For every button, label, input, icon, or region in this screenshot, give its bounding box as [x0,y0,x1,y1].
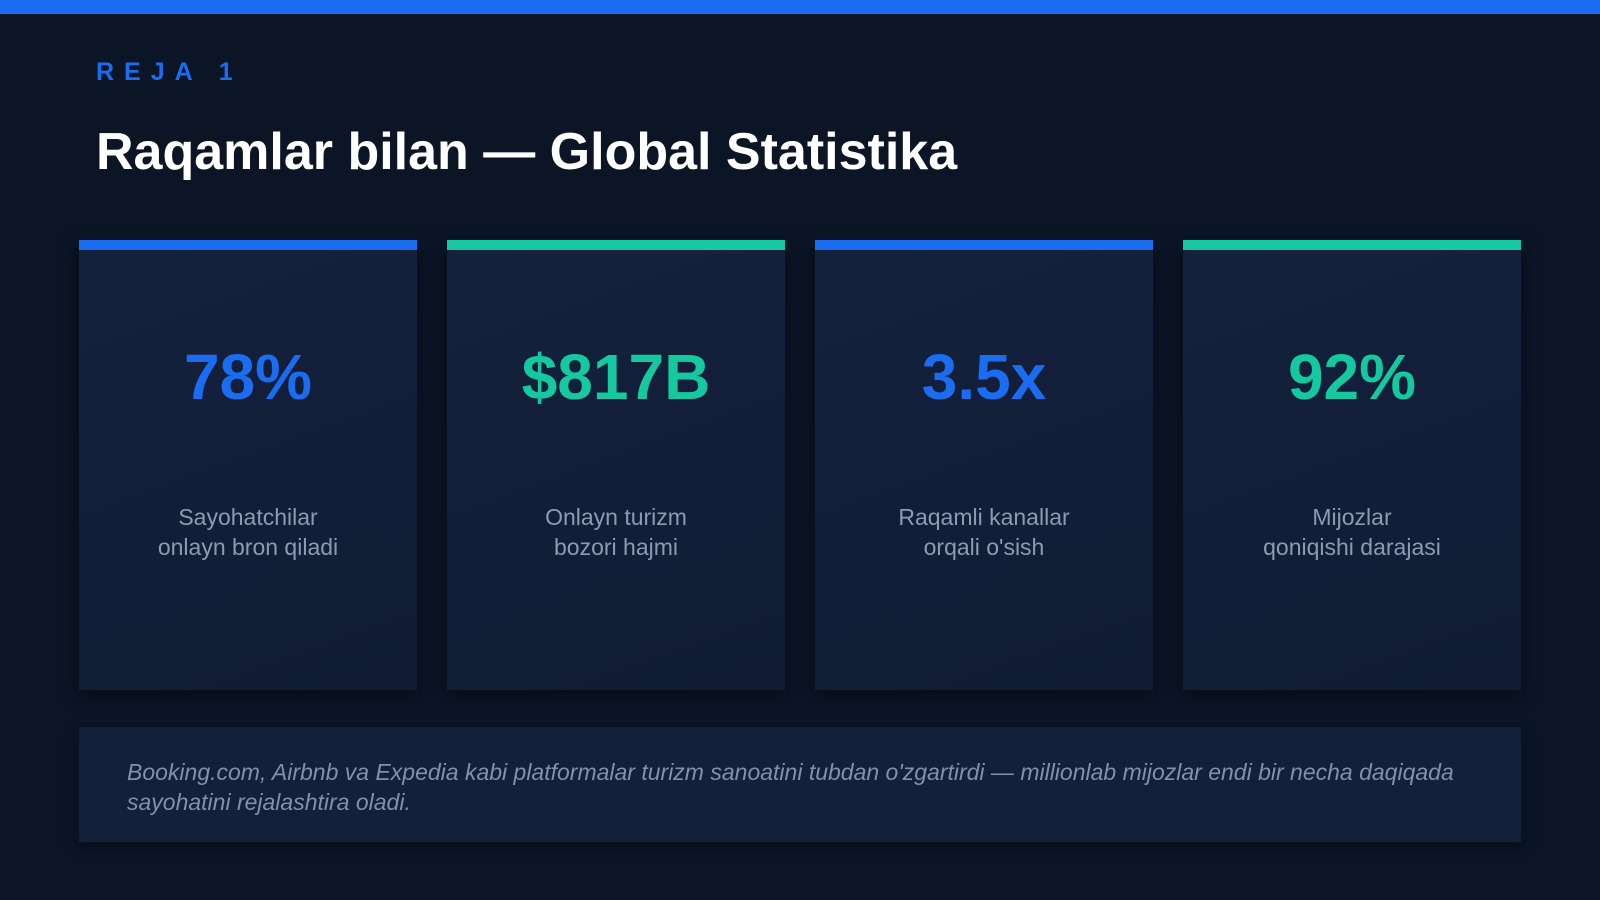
description-line: Onlayn turizm [545,504,687,530]
description-line: bozori hajmi [554,534,678,560]
stat-value: $817B [521,341,711,413]
stat-cards: 78% Sayohatchilar onlayn bron qiladi $817B O… [79,240,1521,690]
description-line: qoniqishi darajasi [1263,534,1441,560]
description-line: Mijozlar [1312,504,1392,530]
description-line: Sayohatchilar [178,504,318,530]
section-label: REJA 1 [96,58,243,86]
slide-title: Raqamlar bilan — Global Statistika [96,123,958,181]
description-line: onlayn bron qiladi [157,534,339,560]
top-bar [0,0,1600,14]
stat-value: 92% [1287,341,1417,413]
note: Booking.com, Airbnb va Expedia kabi plat… [79,727,1521,842]
stat-value: 3.5x [921,341,1047,413]
stat-description: Onlayn turizm bozori hajmi [447,502,785,562]
stat-description: Sayohatchilar onlayn bron qiladi [79,502,417,562]
stat-card: $817B Onlayn turizm bozori hajmi [447,240,785,690]
stat-description: Mijozlar qoniqishi darajasi [1183,502,1521,562]
stat-description: Raqamli kanallar orqali o'sish [815,502,1153,562]
stat-card: 78% Sayohatchilar onlayn bron qiladi [79,240,417,690]
stat-card: 92% Mijozlar qoniqishi darajasi [1183,240,1521,690]
description-line: orqali o'sish [923,534,1045,560]
stat-value: 78% [183,341,313,413]
description-line: Raqamli kanallar [898,504,1070,530]
stat-card: 3.5x Raqamli kanallar orqali o'sish [815,240,1153,690]
